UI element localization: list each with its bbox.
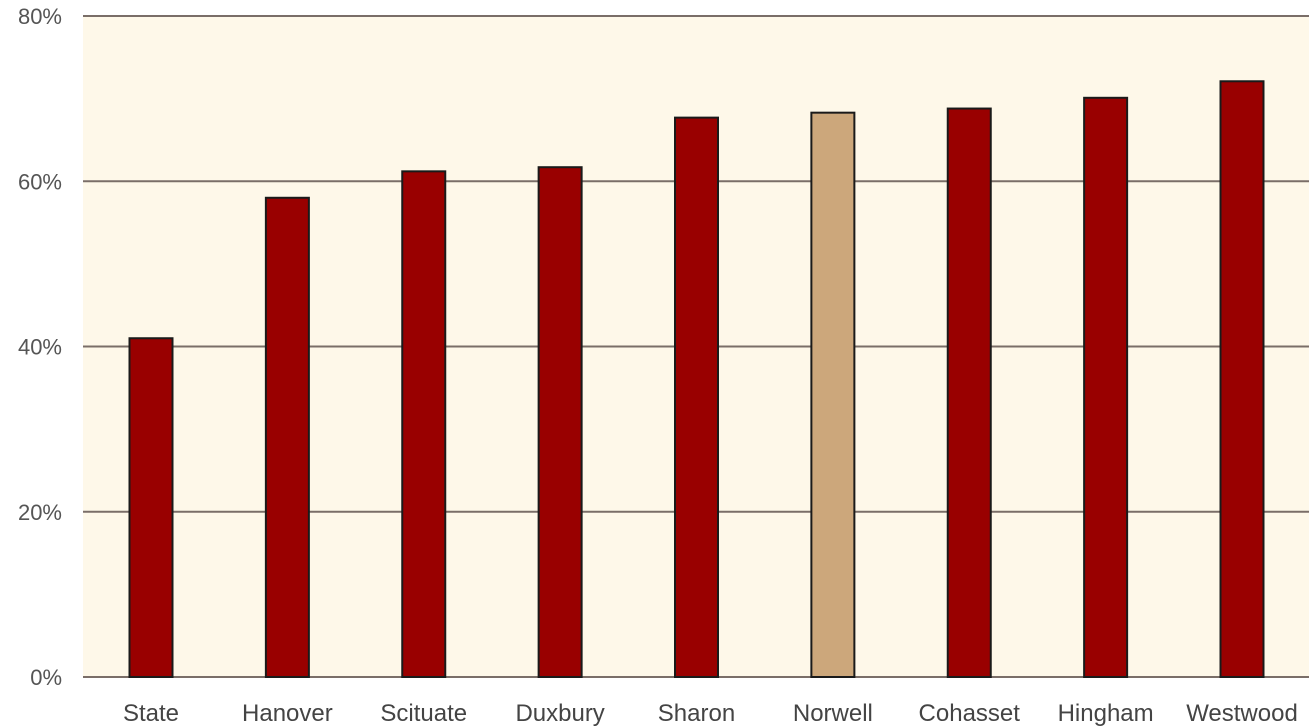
y-tick-label: 0% — [30, 665, 62, 690]
y-tick-label: 40% — [18, 335, 62, 360]
bar-hingham — [1083, 96, 1129, 678]
y-axis-ticks: 0% 20% 40% 60% 80% — [18, 4, 62, 690]
bar-cohasset — [946, 107, 992, 679]
x-tick-label: Hanover — [242, 700, 333, 727]
y-tick-label: 80% — [18, 4, 62, 29]
x-tick-label: Sharon — [658, 700, 735, 727]
x-tick-label: Hingham — [1058, 700, 1154, 727]
bar-duxbury — [537, 166, 583, 679]
x-tick-label: Norwell — [793, 700, 873, 727]
bar-sharon — [674, 116, 719, 679]
bar-state — [128, 337, 174, 678]
x-tick-label: Cohasset — [919, 700, 1021, 727]
bar-scituate — [401, 170, 447, 679]
bar-hanover — [264, 196, 310, 678]
bars — [128, 80, 1265, 679]
y-tick-label: 20% — [18, 500, 62, 525]
x-tick-label: Duxbury — [515, 700, 604, 727]
x-tick-label: Westwood — [1186, 700, 1298, 727]
x-tick-label: Scituate — [380, 700, 467, 727]
x-axis-ticks: State Hanover Scituate Duxbury Sharon Norwell… — [123, 700, 1298, 727]
y-tick-label: 60% — [18, 169, 62, 194]
bar-westwood — [1219, 80, 1265, 679]
x-tick-label: State — [123, 700, 179, 727]
bar-norwell — [810, 111, 856, 678]
